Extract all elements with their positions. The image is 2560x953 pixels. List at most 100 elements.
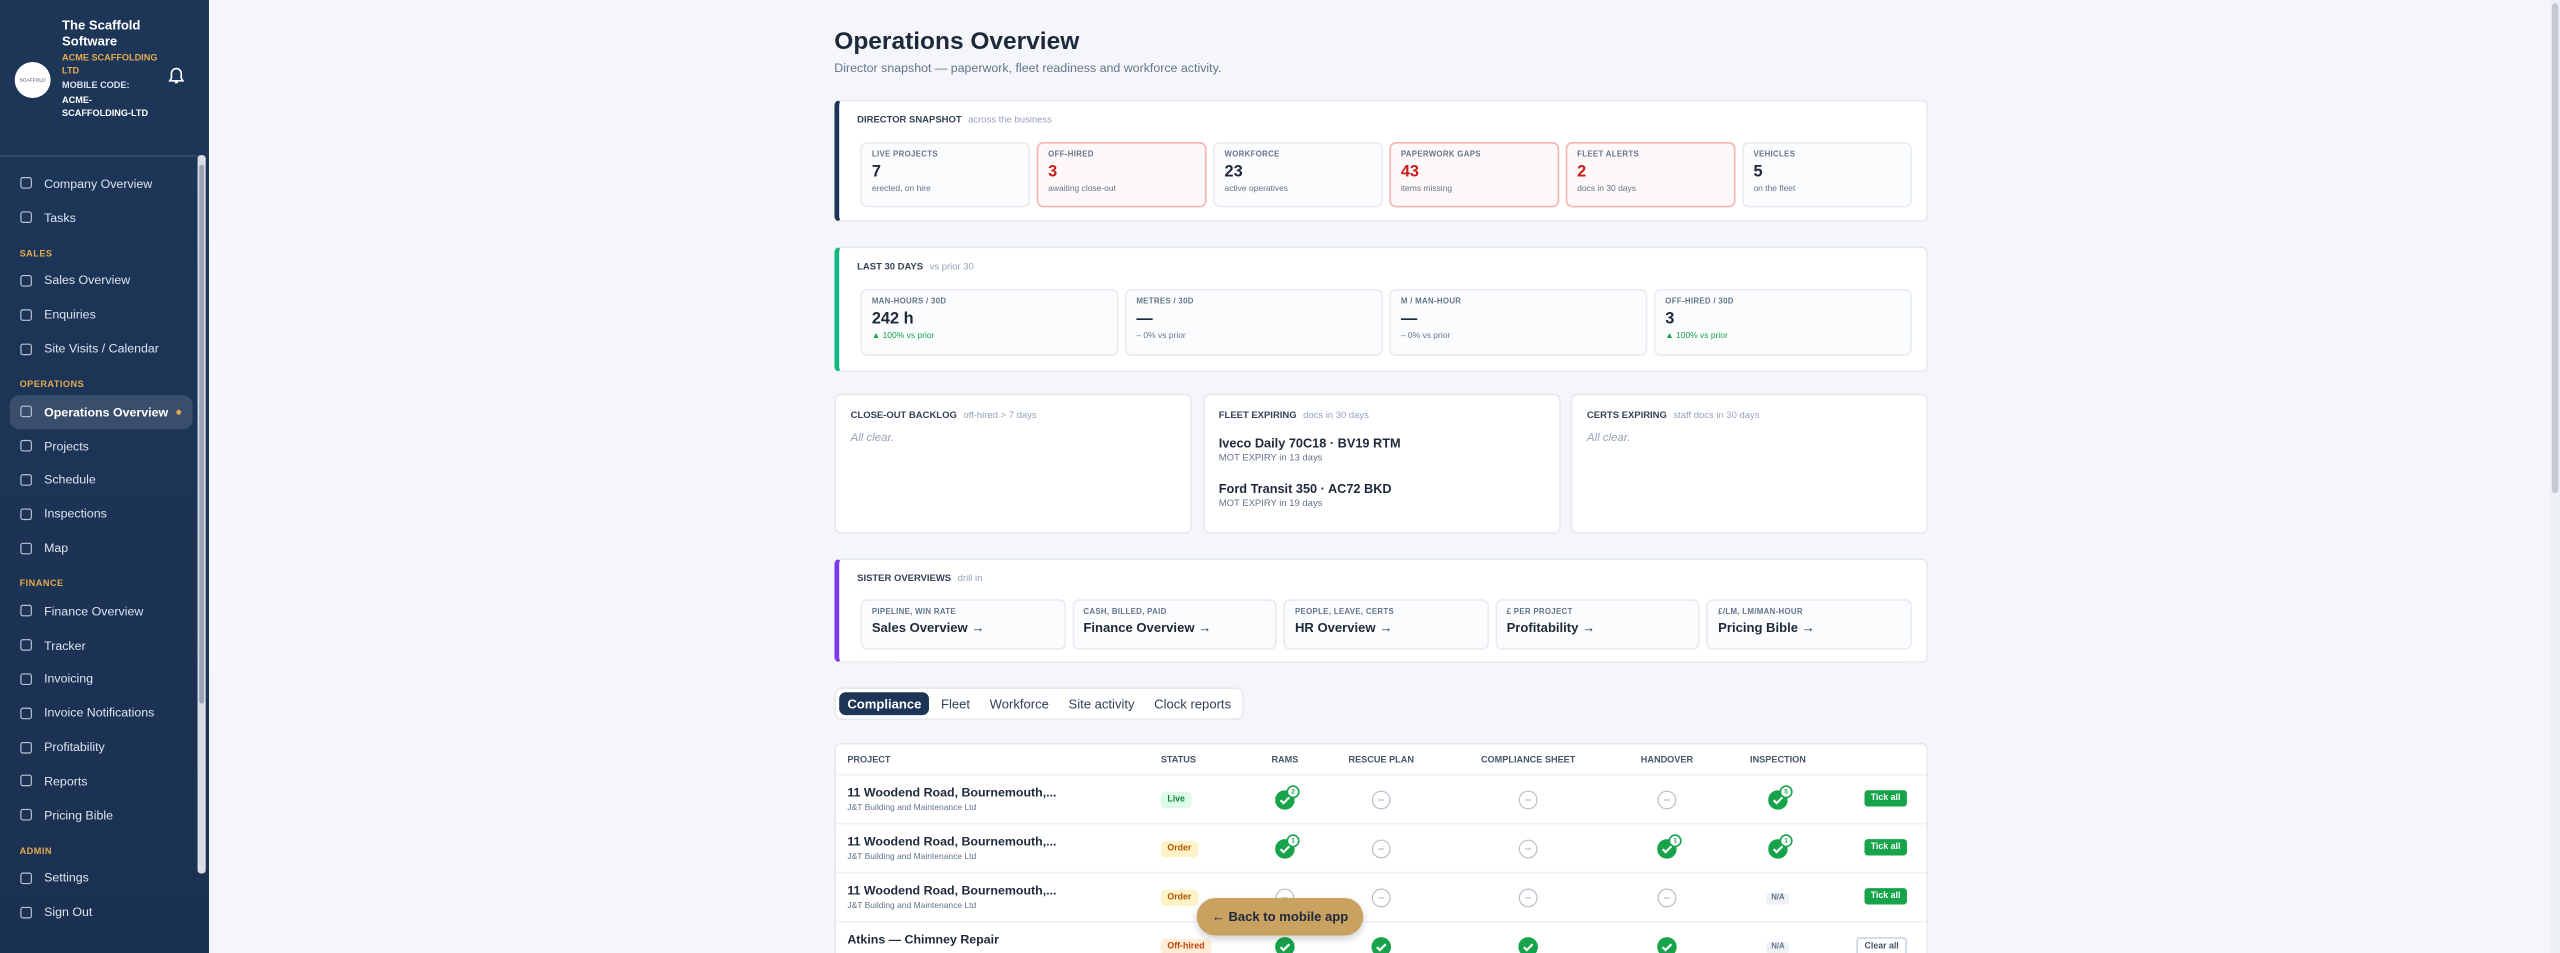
check-done[interactable]: 1	[1275, 834, 1300, 859]
project-name[interactable]: 11 Woodend Road, Bournemouth,...	[847, 834, 1057, 849]
brand: The Scaffold Software	[62, 17, 141, 49]
check-empty[interactable]	[1518, 887, 1538, 908]
tab[interactable]: Compliance	[839, 692, 930, 716]
kpi-value: 5	[1753, 163, 1763, 182]
project-name[interactable]: Atkins — Chimney Repair	[847, 932, 999, 947]
tab[interactable]: Workforce	[989, 697, 1049, 712]
check-done[interactable]	[1657, 936, 1677, 953]
nav-item[interactable]: Reports	[10, 764, 193, 798]
sister-link[interactable]: £ PER PROJECT Profitability →	[1495, 599, 1701, 650]
back-button[interactable]: ← Back to mobile app	[1196, 897, 1364, 936]
nav-item[interactable]: Invoice Notifications	[10, 696, 193, 730]
nav-item[interactable]: Settings	[10, 861, 193, 895]
check-done[interactable]: 5	[1768, 785, 1793, 810]
nav-section: OPERATIONS	[19, 380, 85, 391]
kpi-tile: LIVE PROJECTS 7 erected, on hire	[860, 142, 1031, 208]
nav-label: Invoicing	[44, 671, 94, 687]
nav-item[interactable]: Operations Overview	[9, 395, 193, 430]
count-badge: 1	[1286, 834, 1300, 848]
check-empty[interactable]	[1518, 789, 1538, 810]
row-action[interactable]: Clear all	[1856, 937, 1907, 953]
card-title: LAST 30 DAYS vs prior 30	[857, 262, 974, 273]
nav-item[interactable]: Inspections	[10, 497, 193, 531]
panel-title: CERTS EXPIRING staff docs in 30 days	[1586, 411, 1760, 422]
check-done[interactable]	[1275, 936, 1295, 953]
kpi-tile: WORKFORCE 23 active operatives	[1213, 142, 1383, 208]
nav-item[interactable]: Site Visits / Calendar	[10, 332, 193, 366]
nav-item[interactable]: Tracker	[10, 628, 193, 662]
empty-state: All clear.	[850, 432, 895, 445]
row-action[interactable]: Tick all	[1864, 790, 1907, 807]
nav-section: SALES	[19, 249, 53, 259]
nav-item[interactable]: Pricing Bible	[10, 798, 193, 832]
nav-item[interactable]: Invoicing	[10, 662, 193, 696]
check-done[interactable]: 1	[1657, 834, 1682, 859]
tab[interactable]: Fleet	[940, 697, 971, 712]
nav-label: Projects	[44, 438, 89, 454]
page-subtitle: Director snapshot — paperwork, fleet rea…	[834, 60, 1222, 76]
link-label: £/LM, LM/MAN-HOUR	[1718, 608, 1803, 618]
nav-item[interactable]: Enquiries	[10, 298, 193, 332]
kpi-label: METRES / 30D	[1136, 298, 1194, 307]
row-action[interactable]: Tick all	[1864, 888, 1907, 905]
link-label: £ PER PROJECT	[1506, 608, 1573, 618]
kpi-value: —	[1400, 310, 1418, 329]
tab[interactable]: Site activity	[1068, 697, 1135, 712]
column-header: INSPECTION	[1750, 755, 1806, 766]
table-row: Atkins — Chimney Repair Off-hired N/A Clear…	[835, 920, 1927, 953]
panel-hint: off-hired > 7 days	[963, 411, 1037, 422]
nav-item[interactable]: Tasks	[10, 200, 193, 234]
nav-item[interactable]: Schedule	[10, 463, 193, 497]
check-done[interactable]: 2	[1275, 785, 1300, 810]
status-pill: Order	[1160, 889, 1198, 907]
nav-item[interactable]: Sales Overview	[10, 264, 193, 298]
nav-item[interactable]: Projects	[10, 429, 193, 463]
kpi-value: 2	[1577, 163, 1587, 182]
check-empty[interactable]	[1657, 887, 1677, 908]
nav-item[interactable]: Sign Out	[10, 895, 193, 929]
check-icon	[1275, 937, 1295, 953]
check-empty[interactable]	[1371, 887, 1391, 908]
nav-icon	[20, 440, 32, 452]
check-empty[interactable]	[1518, 838, 1538, 859]
nav-item[interactable]: Profitability	[10, 730, 193, 764]
column-header: PROJECT	[847, 755, 891, 766]
kpi-tile: PAPERWORK GAPS 43 items missing	[1389, 142, 1560, 208]
fleet-item[interactable]: Iveco Daily 70C18 · BV19 RTM MOT EXPIRY i…	[1219, 436, 1401, 464]
sister-link[interactable]: PEOPLE, LEAVE, CERTS HR Overview →	[1283, 599, 1489, 650]
project-name[interactable]: 11 Woodend Road, Bournemouth,...	[847, 785, 1057, 800]
nav-item[interactable]: Finance Overview	[10, 594, 193, 628]
logo: SCAFFOLD	[14, 62, 51, 98]
nav-label: Reports	[44, 773, 88, 789]
nav-item[interactable]: Company Overview	[10, 167, 193, 201]
kpi-value: 3	[1665, 310, 1675, 329]
fleet-item[interactable]: Ford Transit 350 · AC72 BKD MOT EXPIRY in…	[1219, 482, 1392, 510]
bell-icon[interactable]	[168, 67, 185, 85]
check-icon	[1371, 937, 1392, 953]
check-done[interactable]	[1371, 936, 1392, 953]
column-header: COMPLIANCE SHEET	[1480, 755, 1576, 766]
project-name[interactable]: 11 Woodend Road, Bournemouth,...	[847, 883, 1057, 898]
nav-label: Profitability	[44, 739, 105, 755]
nav-item[interactable]: Map	[10, 531, 193, 565]
tab[interactable]: Clock reports	[1154, 697, 1232, 712]
kpi-label: OFF-HIRED / 30D	[1665, 298, 1734, 307]
sister-link[interactable]: CASH, BILLED, PAID Finance Overview →	[1071, 599, 1278, 650]
check-empty[interactable]	[1657, 789, 1677, 810]
kpi-note: awaiting close-out	[1048, 184, 1116, 195]
table-row: 11 Woodend Road, Bournemouth,... J&T Buil…	[835, 773, 1927, 825]
kpi-trend: ▲ 100% vs prior	[1665, 331, 1728, 342]
nav-icon	[20, 809, 32, 821]
row-action[interactable]: Tick all	[1864, 839, 1907, 856]
sister-link[interactable]: PIPELINE, WIN RATE Sales Overview →	[860, 599, 1066, 650]
check-done[interactable]: 1	[1768, 834, 1793, 859]
sister-link[interactable]: £/LM, LM/MAN-HOUR Pricing Bible →	[1706, 599, 1912, 650]
nav: Company Overview Tasks SALES Sales Overview…	[9, 167, 193, 930]
check-done[interactable]	[1518, 936, 1538, 953]
empty-icon	[1657, 790, 1677, 810]
check-empty[interactable]	[1371, 789, 1391, 810]
kpi-note: active operatives	[1224, 184, 1289, 195]
nav-icon	[20, 211, 32, 224]
check-empty[interactable]	[1371, 838, 1391, 859]
kpi-label: VEHICLES	[1753, 151, 1796, 160]
